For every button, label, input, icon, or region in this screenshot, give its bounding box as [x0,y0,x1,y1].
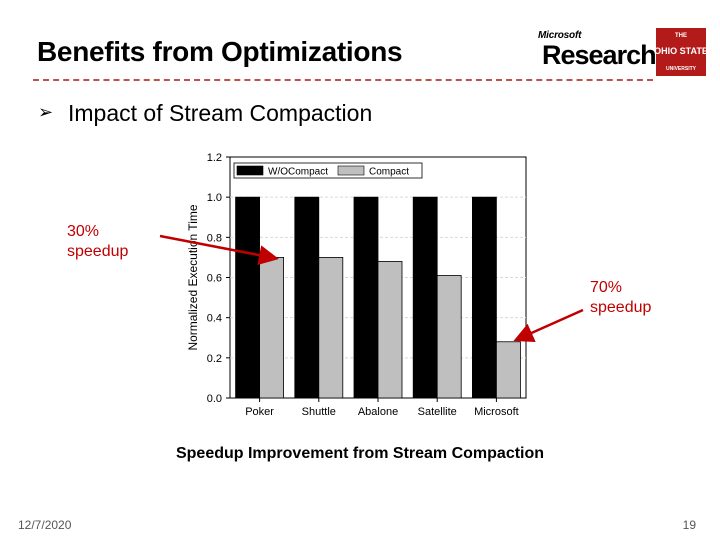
x-tick-label: Poker [245,406,274,418]
legend-label: Compact [369,167,409,178]
legend-swatch [236,165,264,176]
annotation-left-value: 30% [67,223,100,240]
osu-logo-mid-text: OHIO STATE [656,46,706,56]
y-tick-label: 0.4 [207,313,222,325]
bar-wocompact [235,196,260,399]
slide-title: Benefits from Optimizations [37,36,403,67]
legend-swatch [337,165,365,176]
osu-logo-bottom-text: UNIVERSITY [666,66,697,72]
bullet-text: Impact of Stream Compaction [68,100,373,126]
bar-wocompact [412,196,438,399]
microsoft-logo-research-text: Research [542,40,657,70]
bar-wocompact [353,196,379,399]
annotation-left: 30% speedup [67,222,128,262]
microsoft-logo-small-text: Microsoft [538,30,582,41]
annotation-right: 70% speedup [590,278,651,318]
y-tick-label: 0.6 [207,273,222,285]
x-tick-label: Satellite [418,406,457,418]
x-tick-label: Shuttle [302,406,336,418]
y-axis-label: Normalized Execution Time [186,204,200,350]
bar-compact [259,257,284,399]
annotation-right-value: 70% [590,279,623,296]
footer-date: 12/7/2020 [18,518,72,532]
bar-compact [318,257,344,399]
y-tick-label: 1.2 [207,152,222,164]
bar-wocompact [471,196,497,399]
x-tick-label: Microsoft [474,406,519,418]
chart-caption: Speedup Improvement from Stream Compacti… [175,445,545,462]
ohio-state-logo: THE OHIO STATE UNIVERSITY [656,28,706,76]
legend-label: W/OCompact [268,167,328,178]
bar-compact [436,275,462,399]
execution-time-chart: 0.0 0.2 0.4 0.6 0.8 1.0 1.2 Normalized Executio… [186,152,527,418]
bar-wocompact [294,196,320,399]
y-tick-label: 0.0 [207,393,222,405]
bar-compact [377,261,403,399]
title-divider [33,79,653,81]
bar-compact [495,341,521,399]
annotation-left-label: speedup [67,243,129,260]
annotation-right-label: speedup [590,299,652,316]
x-tick-label: Abalone [358,406,398,418]
y-tick-label: 1.0 [207,192,222,204]
y-tick-label: 0.2 [207,353,222,365]
footer-page-number: 19 [682,518,696,532]
chevron-arrow-icon: ➢ [38,102,54,122]
y-tick-label: 0.8 [207,232,222,244]
microsoft-research-logo: Microsoft Research [530,30,657,72]
legend-box [233,162,423,179]
osu-logo-top-text: THE [675,33,687,39]
